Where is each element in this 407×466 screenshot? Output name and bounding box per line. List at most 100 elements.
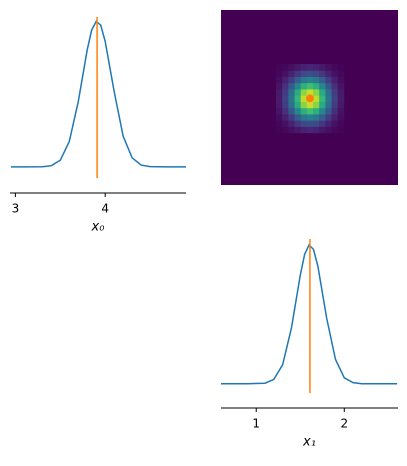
heatmap-cell	[337, 126, 345, 134]
density-curve	[221, 243, 398, 385]
heatmap-cell	[313, 89, 320, 96]
heatmap-cell	[300, 107, 308, 115]
heatmap-cell	[337, 82, 345, 90]
x-tick-label: 1	[252, 417, 260, 431]
heatmap-cell	[313, 120, 320, 127]
heatmap-cell	[294, 82, 302, 90]
heatmap-cell	[325, 76, 332, 84]
heatmap-cell	[337, 101, 345, 109]
heatmap-cell	[288, 70, 295, 77]
heatmap-cell	[306, 89, 314, 96]
heatmap-cell	[325, 126, 332, 134]
heatmap-cell	[319, 76, 326, 84]
heatmap-cell	[294, 120, 302, 127]
heatmap-cell	[337, 95, 345, 102]
heatmap-cell	[325, 89, 332, 96]
heatmap-cell	[306, 76, 314, 84]
heatmap-cell	[331, 114, 339, 121]
x-tick-label: 2	[340, 417, 348, 431]
heatmap-cell	[313, 101, 320, 109]
heatmap-cell	[319, 120, 326, 127]
heatmap-cell	[300, 126, 308, 134]
heatmap-cell	[313, 76, 320, 84]
heatmap-cell	[288, 89, 295, 96]
heatmap-cell	[337, 114, 345, 121]
heatmap-cell	[294, 64, 302, 71]
heatmap-cell	[306, 101, 314, 109]
heatmap-cell	[306, 126, 314, 134]
heatmap-cell	[325, 64, 332, 71]
heatmap-cell	[313, 82, 320, 90]
heatmap-cell	[300, 114, 308, 121]
heatmap-cell	[282, 101, 289, 109]
heatmap-cell	[306, 114, 314, 121]
heatmap-cell	[294, 70, 302, 77]
x-tick-label: 4	[101, 202, 109, 216]
heatmap-cell	[282, 126, 289, 134]
heatmap-cell	[331, 95, 339, 102]
heatmap-cell	[282, 107, 289, 115]
heatmap-cell	[276, 70, 283, 77]
heatmap-cell	[288, 126, 295, 134]
density-curve	[10, 20, 186, 168]
reference-point	[305, 94, 314, 103]
heatmap-cell	[276, 82, 283, 90]
heatmap-cell	[306, 107, 314, 115]
heatmap-cell	[288, 82, 295, 90]
heatmap-cell	[300, 82, 308, 90]
heatmap-cell	[288, 101, 295, 109]
heatmap-cell	[325, 101, 332, 109]
heatmap-cell	[282, 95, 289, 102]
heatmap-cell	[313, 126, 320, 134]
heatmap-cell	[276, 107, 283, 115]
heatmap-cell	[276, 114, 283, 121]
heatmap-cell	[282, 114, 289, 121]
heatmap-cell	[331, 89, 339, 96]
heatmap-cell	[288, 64, 295, 71]
heatmap-cell	[313, 114, 320, 121]
heatmap-cell	[319, 89, 326, 96]
heatmap-cell	[282, 76, 289, 84]
heatmap-cell	[313, 64, 320, 71]
heatmap-cell	[331, 76, 339, 84]
x-axis-label: x₁	[302, 435, 316, 450]
heatmap-cell	[276, 101, 283, 109]
heatmap-cell	[276, 89, 283, 96]
heatmap-cell	[337, 107, 345, 115]
heatmap-cell	[294, 107, 302, 115]
heatmap-cell	[325, 95, 332, 102]
heatmap-cell	[300, 101, 308, 109]
heatmap-cell	[300, 64, 308, 71]
heatmap-cell	[288, 95, 295, 102]
heatmap-cell	[282, 64, 289, 71]
heatmap-cell	[337, 70, 345, 77]
heatmap-cell	[276, 126, 283, 134]
heatmap-cell	[300, 70, 308, 77]
heatmap-cell	[300, 95, 308, 102]
heatmap-cell	[325, 82, 332, 90]
heatmap-cell	[313, 70, 320, 77]
heatmap-cell	[294, 89, 302, 96]
heatmap-cell	[306, 120, 314, 127]
heatmap-cell	[294, 95, 302, 102]
heatmap-cell	[325, 114, 332, 121]
heatmap-cell	[325, 120, 332, 127]
heatmap-cell	[276, 120, 283, 127]
heatmap-cell	[319, 101, 326, 109]
heatmap-cell	[337, 64, 345, 71]
heatmap-cell	[276, 64, 283, 71]
x-tick-label: 3	[12, 202, 20, 216]
heatmap-cell	[331, 126, 339, 134]
heatmap-cell	[325, 70, 332, 77]
heatmap-cell	[331, 101, 339, 109]
heatmap-cell	[276, 76, 283, 84]
heatmap-cell	[319, 114, 326, 121]
heatmap-cell	[288, 120, 295, 127]
heatmap-cell	[294, 76, 302, 84]
heatmap-cell	[337, 89, 345, 96]
heatmap-cell	[331, 70, 339, 77]
heatmap-cell	[331, 64, 339, 71]
heatmap-cell	[319, 95, 326, 102]
heatmap-cell	[306, 82, 314, 90]
